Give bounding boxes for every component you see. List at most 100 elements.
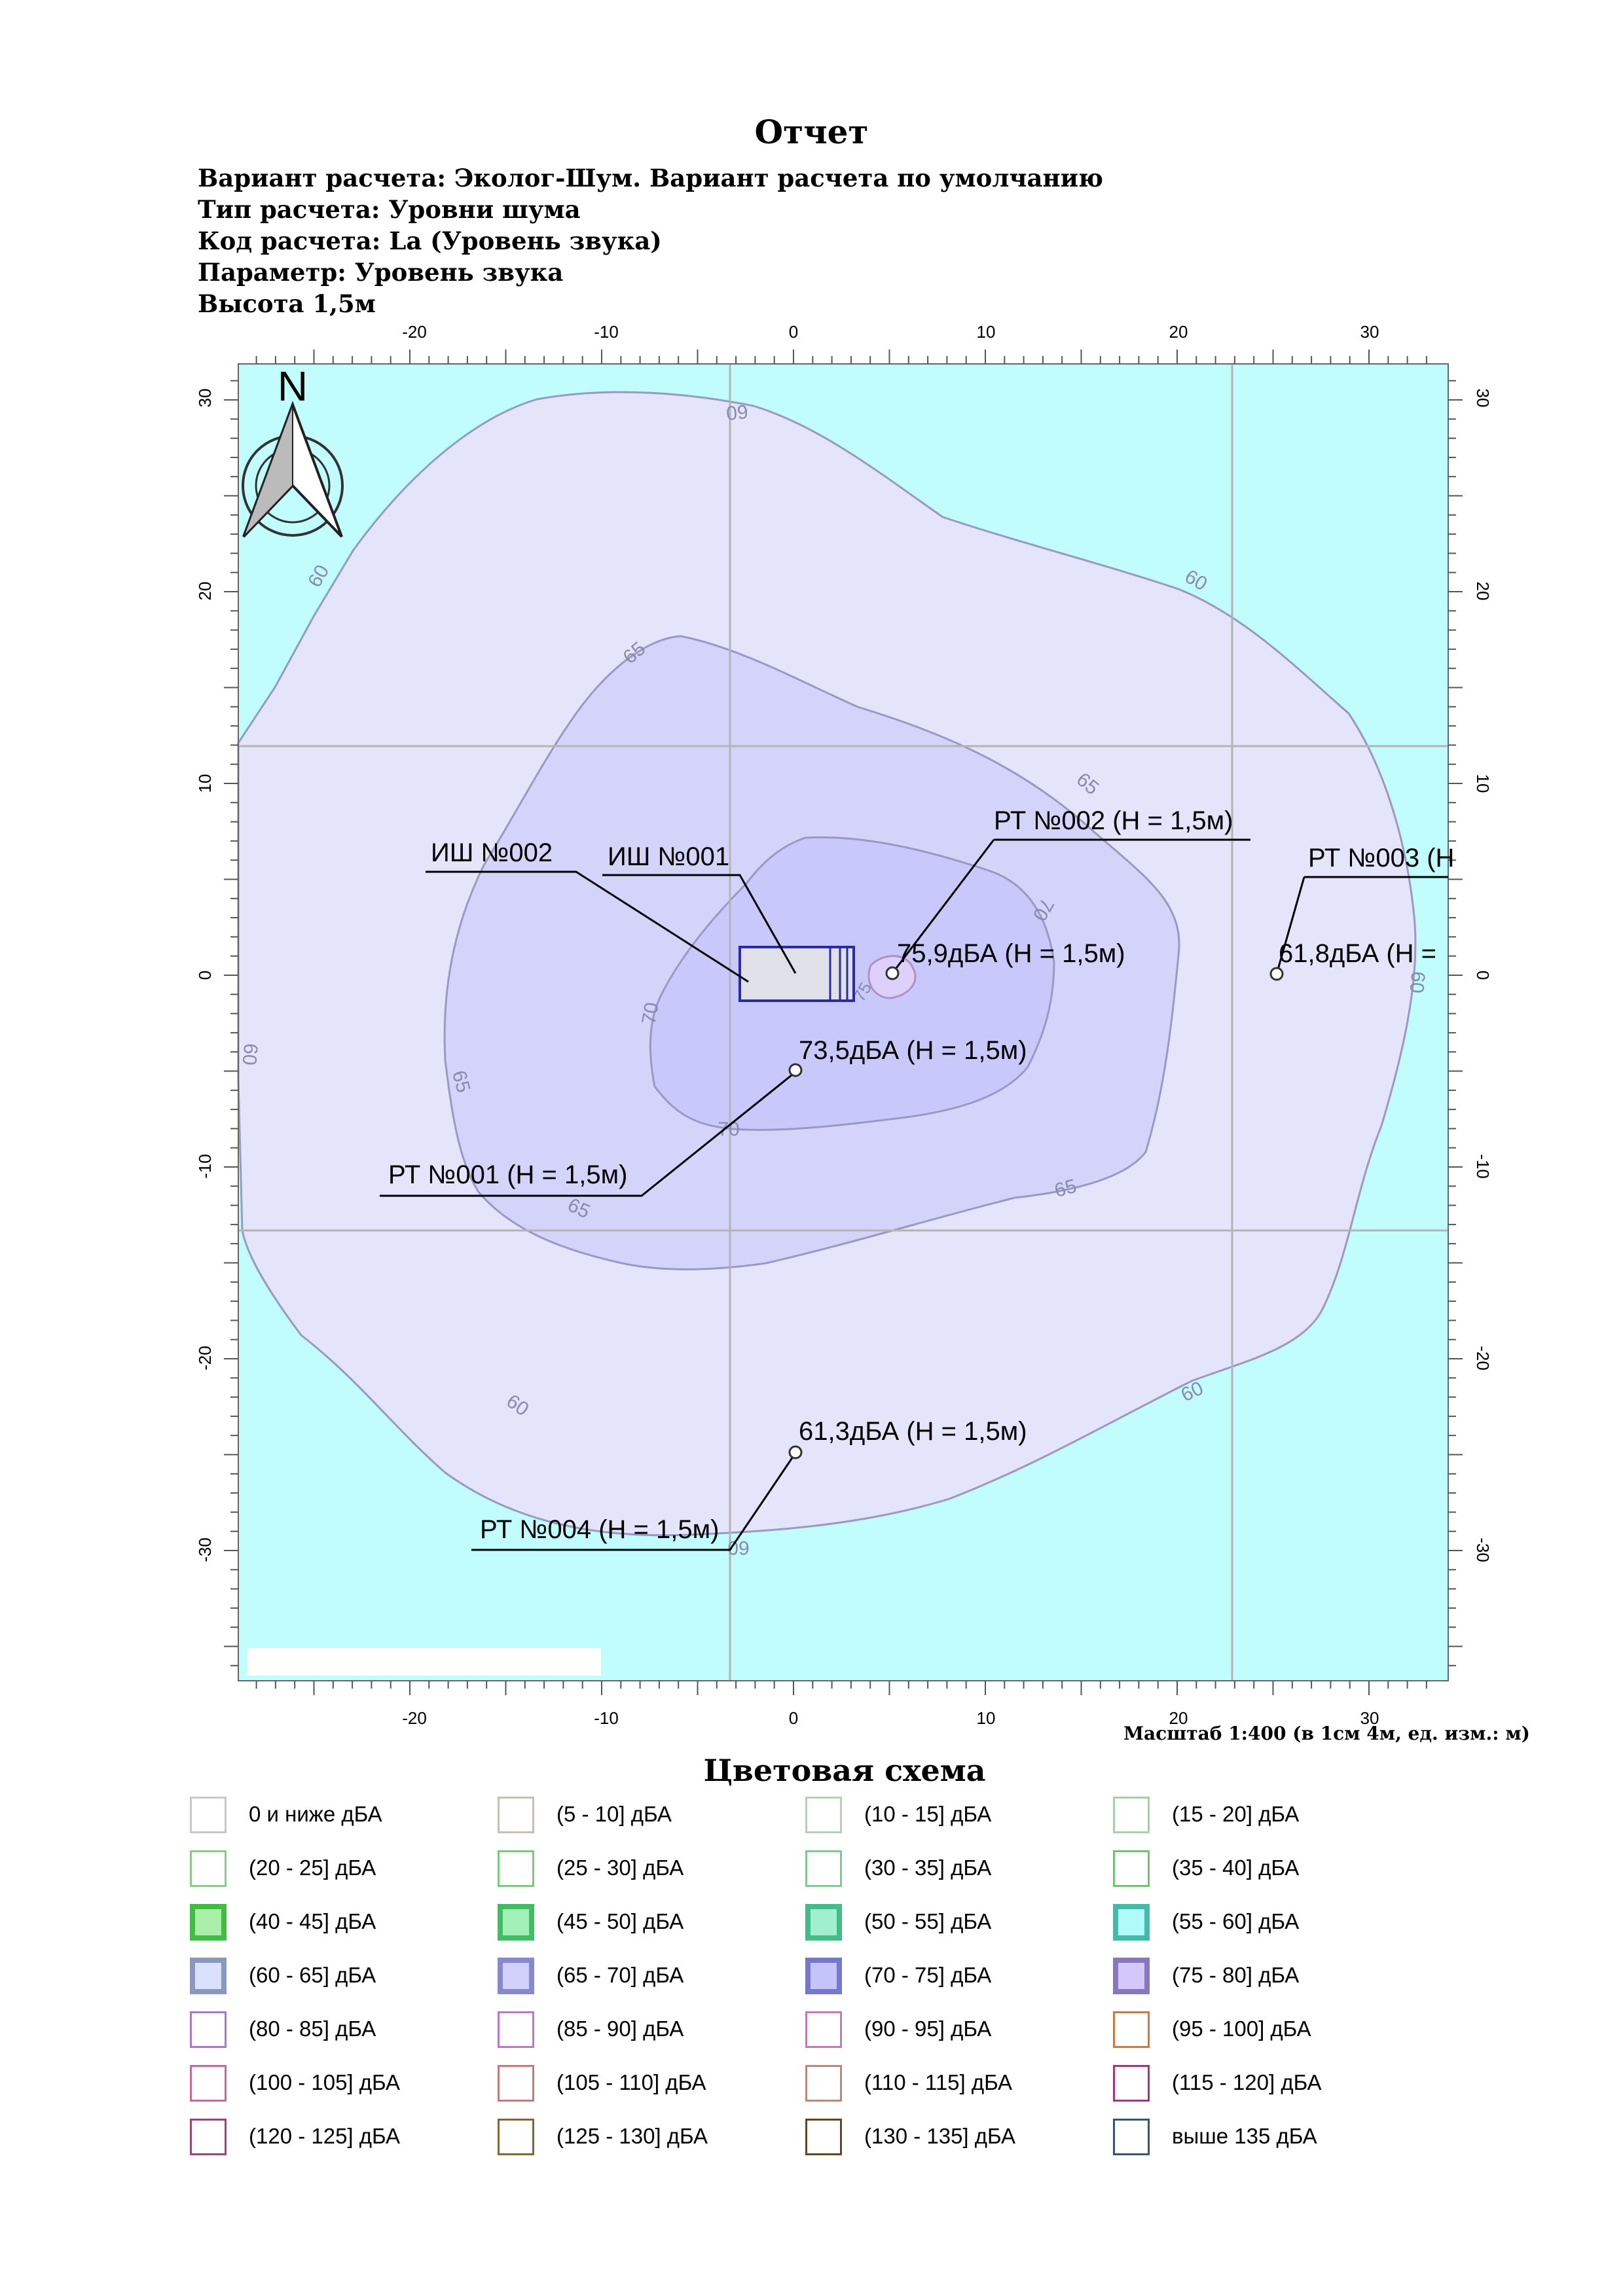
legend-label: (35 - 40] дБА <box>1172 1856 1300 1880</box>
x-tick-label: -20 <box>402 322 427 342</box>
legend-label: (90 - 95] дБА <box>864 2017 992 2041</box>
legend-item: (45 - 50] дБА <box>498 1904 805 1943</box>
legend-item: (25 - 30] дБА <box>498 1850 805 1890</box>
legend-label: (75 - 80] дБА <box>1172 1963 1300 1987</box>
point-rt002-marker[interactable] <box>885 966 900 980</box>
legend-item: (40 - 45] дБА <box>190 1904 498 1943</box>
legend-label: (125 - 130] дБА <box>556 2124 708 2148</box>
y-tick-label: 30 <box>1473 389 1493 408</box>
legend-label: (45 - 50] дБА <box>556 1909 684 1933</box>
y-tick-label: -10 <box>195 1154 215 1179</box>
legend-swatch <box>190 1904 227 1941</box>
y-tick-label: 20 <box>1473 582 1493 601</box>
x-tick-label: 10 <box>977 1708 996 1728</box>
legend-label: (80 - 85] дБА <box>249 2017 376 2041</box>
legend-swatch <box>805 1797 842 1833</box>
y-tick-label: -20 <box>1473 1346 1493 1371</box>
point-value-rt002: 75,9дБА (H = 1,5м) <box>897 939 1125 968</box>
point-rt004-marker[interactable] <box>788 1445 803 1460</box>
legend-label: (105 - 110] дБА <box>556 2070 706 2094</box>
map-labels: ИШ №002 ИШ №001 РТ №002 (H = 1,5м) 75,9д… <box>388 806 1454 1544</box>
north-label: N <box>278 363 308 410</box>
legend-label: (40 - 45] дБА <box>249 1909 376 1933</box>
x-tick-label: 20 <box>1169 1708 1188 1728</box>
y-tick-label: -30 <box>195 1537 215 1562</box>
legend-label: 0 и ниже дБА <box>249 1802 382 1826</box>
legend-swatch <box>1113 1958 1150 1994</box>
legend-label: (15 - 20] дБА <box>1172 1802 1300 1826</box>
legend-label: (60 - 65] дБА <box>249 1963 376 1987</box>
legend-swatch <box>190 2119 227 2155</box>
legend-label: (30 - 35] дБА <box>864 1856 992 1880</box>
legend-label: выше 135 дБА <box>1172 2124 1317 2148</box>
legend-item: (85 - 90] дБА <box>498 2011 805 2051</box>
source-label-001: ИШ №001 <box>608 842 729 871</box>
parameter-line: Параметр: Уровень звука <box>198 258 564 287</box>
noise-source-building[interactable] <box>739 946 855 1002</box>
source-label-002: ИШ №002 <box>431 838 553 867</box>
legend-label: (115 - 120] дБА <box>1172 2070 1322 2094</box>
legend-swatch <box>1113 1850 1150 1887</box>
contour-label-70: 70 <box>718 1119 739 1140</box>
legend-swatch <box>498 1958 534 1994</box>
contour-label-70: 70 <box>638 1001 663 1026</box>
legend-label: (55 - 60] дБА <box>1172 1909 1300 1933</box>
legend-label: (85 - 90] дБА <box>556 2017 684 2041</box>
point-label-rt001: РТ №001 (H = 1,5м) <box>388 1160 627 1189</box>
leader-lines <box>380 838 1448 1551</box>
height-line: Высота 1,5м <box>198 289 376 318</box>
calculation-points <box>788 966 1284 1460</box>
legend-item: (10 - 15] дБА <box>805 1797 1113 1836</box>
x-axis-top-labels: -20 -10 0 10 20 30 <box>402 322 1379 342</box>
y-tick-label: -10 <box>1473 1154 1493 1179</box>
legend-item: (90 - 95] дБА <box>805 2011 1113 2051</box>
legend-swatch <box>190 2065 227 2102</box>
legend-item: (120 - 125] дБА <box>190 2119 498 2158</box>
legend-swatch <box>498 1904 534 1941</box>
point-rt003-marker[interactable] <box>1269 967 1284 981</box>
legend-label: (50 - 55] дБА <box>864 1909 992 1933</box>
legend-item: (70 - 75] дБА <box>805 1958 1113 1997</box>
x-tick-label: 0 <box>789 1708 798 1728</box>
legend-swatch <box>805 1904 842 1941</box>
point-label-rt003: РТ №003 (Н <box>1308 844 1454 872</box>
legend-swatch <box>1113 2011 1150 2048</box>
point-rt001-marker[interactable] <box>788 1063 803 1077</box>
legend-swatch <box>498 1850 534 1887</box>
legend-item: (125 - 130] дБА <box>498 2119 805 2158</box>
y-tick-label: 0 <box>1473 971 1493 980</box>
legend-item: 0 и ниже дБА <box>190 1797 498 1836</box>
legend-swatch <box>190 2011 227 2048</box>
x-tick-label: 20 <box>1169 322 1188 342</box>
contour-label-60: 60 <box>1406 971 1429 994</box>
y-tick-label: 10 <box>195 774 215 793</box>
legend-label: (95 - 100] дБА <box>1172 2017 1311 2041</box>
legend-item: (130 - 135] дБА <box>805 2119 1113 2158</box>
legend-label: (130 - 135] дБА <box>864 2124 1015 2148</box>
scale-text: Масштаб 1:400 (в 1см 4м, ед. изм.: м) <box>1123 1723 1530 1744</box>
y-axis-right-labels: 30 20 10 0 -10 -20 -30 <box>1473 389 1493 1562</box>
y-axis-left-labels: 30 20 10 0 -10 -20 -30 <box>195 389 215 1562</box>
noise-map: -20 -10 0 10 20 30 -20 -10 0 10 20 30 30… <box>195 322 1493 1728</box>
y-tick-label: 30 <box>195 389 215 408</box>
legend-swatch <box>498 1797 534 1833</box>
legend-item: (30 - 35] дБА <box>805 1850 1113 1890</box>
x-axis-bottom-labels: -20 -10 0 10 20 30 <box>402 1708 1379 1728</box>
y-tick-label: -30 <box>1473 1537 1493 1562</box>
legend-swatch <box>498 2119 534 2155</box>
legend-title: Цветовая схема <box>703 1753 986 1788</box>
legend-swatch <box>805 2011 842 2048</box>
report-title: Отчет <box>754 113 869 151</box>
legend-swatch <box>498 2065 534 2102</box>
legend-swatch <box>805 2065 842 2102</box>
calc-code-line: Код расчета: La (Уровень звука) <box>198 226 662 255</box>
legend-swatch <box>190 1850 227 1887</box>
legend-label: (70 - 75] дБА <box>864 1963 992 1987</box>
legend-item: (5 - 10] дБА <box>498 1797 805 1836</box>
legend-swatch <box>190 1958 227 1994</box>
point-label-rt004: РТ №004 (H = 1,5м) <box>480 1515 719 1544</box>
map-frame <box>238 363 1449 1681</box>
legend-swatch <box>805 1958 842 1994</box>
x-tick-label: -10 <box>594 1708 619 1728</box>
legend-item: выше 135 дБА <box>1113 2119 1421 2158</box>
